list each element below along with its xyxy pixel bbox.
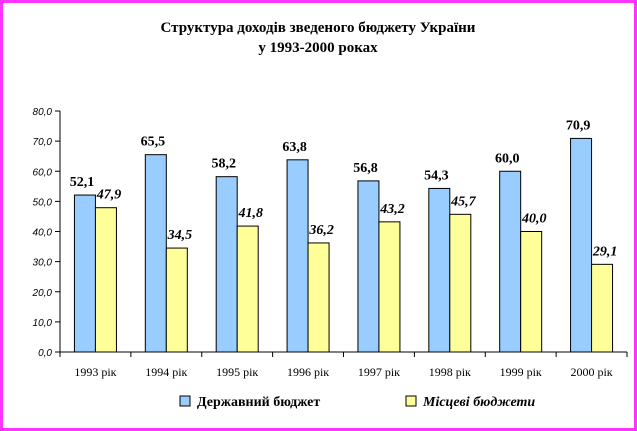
legend-swatch-state-budget — [179, 395, 191, 407]
chart-title-line-2: у 1993-2000 роках — [258, 40, 378, 56]
data-label-state-budget: 54,3 — [424, 168, 449, 183]
data-label-state-budget: 70,9 — [566, 118, 591, 133]
bar-state-budget — [357, 180, 380, 353]
y-tick-label: 80,0 — [33, 107, 53, 118]
bar-state-budget — [144, 154, 167, 353]
x-tick-label: 1999 рік — [500, 365, 542, 379]
x-tick-label: 1994 рік — [145, 365, 187, 379]
x-tick-label: 1996 рік — [287, 365, 329, 379]
bar-local-budgets — [307, 242, 330, 353]
data-label-local-budgets: 41,8 — [237, 206, 263, 221]
x-tick-label: 1995 рік — [216, 365, 258, 379]
y-tick-label: 70,0 — [33, 137, 53, 148]
y-tick-label: 30,0 — [33, 258, 53, 269]
bar-state-budget — [570, 137, 593, 353]
y-tick-label: 20,0 — [32, 288, 53, 299]
bar-local-budgets — [94, 207, 117, 353]
x-tick-label: 1997 рік — [358, 365, 400, 379]
y-tick-label: 40,0 — [33, 228, 53, 239]
x-tick-label: 1998 рік — [429, 365, 471, 379]
data-label-state-budget: 60,0 — [495, 151, 520, 166]
bar-local-budgets — [449, 213, 472, 353]
data-label-local-budgets: 45,7 — [450, 194, 477, 209]
data-label-state-budget: 63,8 — [282, 140, 307, 155]
bar-local-budgets — [236, 225, 259, 353]
x-tick-label: 1993 рік — [74, 365, 116, 379]
y-tick-label: 60,0 — [33, 167, 53, 178]
data-label-local-budgets: 29,1 — [592, 244, 618, 259]
chart-bars — [73, 137, 614, 353]
chart-title-line-1: Структура доходів зведеного бюджету Укра… — [161, 20, 476, 36]
bar-state-budget — [499, 170, 522, 353]
legend-swatch-local-budgets — [405, 395, 417, 407]
y-tick-label: 0,0 — [38, 348, 52, 359]
x-tick-label: 2000 рік — [570, 365, 612, 379]
y-tick-label: 50,0 — [33, 197, 53, 208]
bar-local-budgets — [520, 231, 543, 353]
chart-legend: Державний бюджет Місцеві бюджети — [179, 395, 535, 410]
bar-local-budgets — [165, 247, 188, 353]
data-label-state-budget: 65,5 — [141, 135, 166, 150]
bar-state-budget — [286, 159, 309, 353]
chart-data-labels: 52,147,9 65,5 34,5 58,2 41,8 63,8 36,2 56,8 43,2… — [70, 118, 618, 259]
data-label-state-budget: 58,2 — [211, 157, 236, 172]
bar-local-budgets — [591, 263, 614, 353]
legend-label-local-budgets: Місцеві бюджети — [422, 395, 535, 410]
bar-state-budget — [428, 187, 451, 353]
data-label-local-budgets: 34,5 — [167, 228, 193, 243]
legend-label-state-budget: Державний бюджет — [197, 395, 320, 410]
bar-state-budget — [73, 194, 96, 353]
data-label-local-budgets: 36,2 — [308, 223, 334, 238]
bar-state-budget — [215, 176, 238, 353]
data-label-state-budget: 56,8 — [353, 161, 378, 176]
bar-local-budgets — [378, 221, 401, 353]
data-label-local-budgets: 47,9 — [96, 188, 122, 203]
y-tick-label: 10,0 — [33, 318, 53, 329]
data-label-local-budgets: 43,2 — [379, 202, 405, 217]
data-label-local-budgets: 40,0 — [521, 212, 547, 227]
data-label-state-budget: 52,1 — [70, 175, 95, 190]
